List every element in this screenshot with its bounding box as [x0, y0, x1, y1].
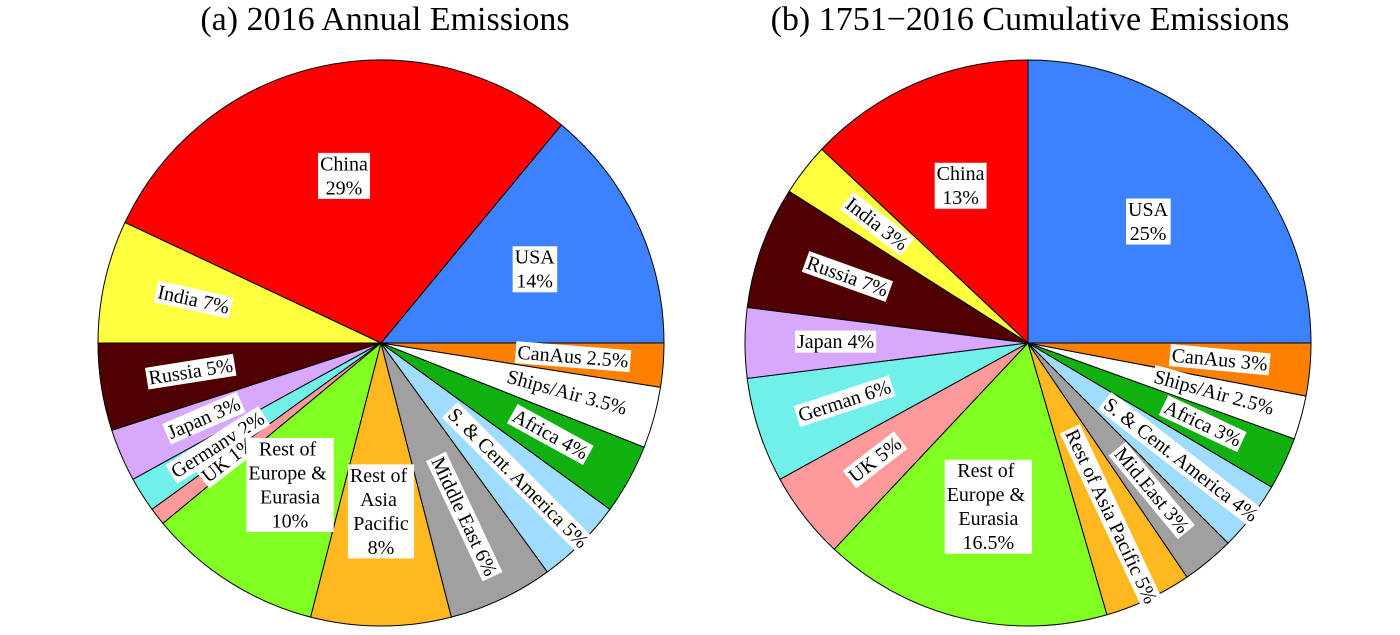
pie-slice: [746, 190, 1029, 344]
slice-label: Rest of Europe & Eurasia 10%: [248, 438, 331, 532]
slice-label: China 29%: [320, 153, 368, 199]
category-label: CanAus: [517, 341, 583, 368]
label-background: [842, 431, 908, 489]
slice-label-group: USA 14%: [512, 246, 558, 293]
label-background: [1108, 441, 1195, 540]
label-background: [318, 152, 370, 199]
value-label: 13%: [942, 187, 979, 209]
slice-label-group: Japan 4%: [794, 330, 877, 353]
chart-title: (b) 1751−2016 Cumulative Emissions: [771, 1, 1290, 38]
label-background: [162, 391, 246, 445]
label-background: [794, 330, 877, 353]
chart-title: (a) 2016 Annual Emissions: [200, 1, 569, 38]
slice-label-group: USA 25%: [1126, 198, 1171, 245]
value-label: 25%: [1130, 223, 1167, 245]
value-label: 10%: [272, 510, 309, 532]
slice-label-group: China 13%: [934, 162, 987, 209]
label-background: [1059, 424, 1163, 609]
slice-label: USA 25%: [1128, 199, 1169, 245]
label-background: [1158, 395, 1247, 453]
label-background: [1168, 344, 1271, 376]
slice-label: USA 14%: [515, 246, 556, 292]
label-background: [145, 353, 237, 390]
category-label: USA: [515, 246, 556, 268]
label-background: [512, 246, 558, 293]
label-background: [165, 406, 271, 484]
value-label: 3%: [1240, 351, 1269, 375]
value-label: 16.5%: [963, 532, 1015, 554]
slice-label: Japan 4%: [797, 331, 874, 353]
label-background: [153, 280, 234, 319]
label-background: [347, 464, 415, 559]
category-label: Rest of Europe & Eurasia: [248, 438, 331, 508]
slice-label-group: Rest of Asia Pacific 8%: [347, 464, 415, 559]
label-background: [944, 459, 1033, 554]
label-background: [839, 191, 914, 257]
slice-label: CanAus 2.5%: [517, 341, 630, 372]
label-background: [514, 341, 632, 373]
label-background: [246, 437, 334, 532]
category-label: Rest of Europe & Eurasia: [947, 460, 1030, 530]
value-label: 2.5%: [586, 347, 629, 372]
pie-slice: [97, 221, 382, 344]
slice-label-group: CanAus 2.5%: [514, 341, 632, 373]
label-background: [793, 375, 896, 428]
slice-label: China 13%: [937, 163, 985, 209]
slice-label-group: Rest of Europe & Eurasia 10%: [246, 437, 334, 532]
label-background: [195, 431, 261, 489]
label-background: [425, 451, 503, 582]
slice-label: Rest of Europe & Eurasia 16.5%: [947, 460, 1030, 554]
slice-label-group: Rest of Europe & Eurasia 16.5%: [944, 459, 1033, 554]
value-label: 4%: [847, 331, 874, 353]
value-label: 29%: [326, 177, 363, 199]
label-background: [502, 365, 632, 420]
pie-slice: [379, 124, 665, 344]
category-label: Rest of Asia Pacific: [350, 464, 412, 534]
label-background: [1126, 198, 1171, 245]
category-label: Japan: [797, 331, 843, 353]
pie-slice: [124, 59, 563, 344]
pie-slice: [820, 59, 1029, 345]
category-label: USA: [1128, 199, 1169, 221]
value-label: 8%: [368, 536, 395, 558]
label-background: [442, 402, 595, 555]
slice-label: Rest of Asia Pacific 8%: [350, 464, 412, 558]
category-label: China: [320, 153, 368, 175]
label-background: [1097, 392, 1264, 528]
slice-label-group: China 29%: [318, 152, 370, 199]
label-background: [934, 162, 987, 209]
category-label: China: [937, 163, 985, 185]
label-background: [1149, 365, 1279, 420]
label-background: [507, 403, 594, 466]
value-label: 14%: [516, 270, 553, 292]
label-background: [801, 251, 894, 302]
value-label: 5%: [205, 354, 235, 380]
